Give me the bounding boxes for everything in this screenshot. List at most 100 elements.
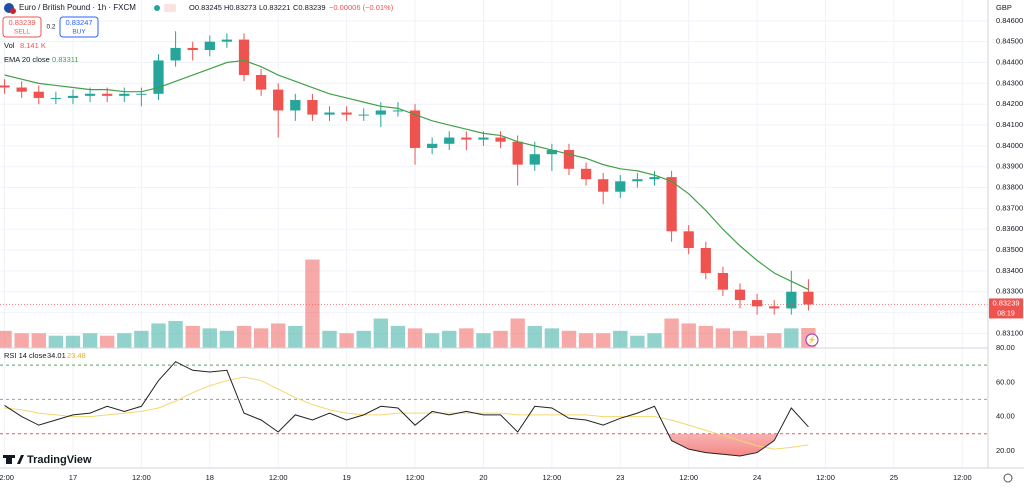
symbol-title: Euro / British Pound · 1h · FXCM (19, 3, 136, 12)
candle-body (683, 231, 694, 248)
y-tick-label: 0.83800 (996, 183, 1023, 192)
candle-body (598, 179, 609, 192)
y-tick-label: 0.83100 (996, 328, 1023, 337)
volume-bar (476, 333, 491, 348)
y-tick-label: 0.84400 (996, 57, 1023, 66)
volume-legend: Vol (4, 41, 15, 50)
price-tag-label: 0.83239 (992, 298, 1019, 307)
volume-bar (442, 330, 457, 348)
volume-bar (305, 259, 320, 348)
y-tick-label: 0.84600 (996, 16, 1023, 25)
volume-bar (459, 328, 474, 348)
settings-icon[interactable] (1003, 473, 1013, 483)
candle-body (204, 41, 215, 51)
volume-bar (339, 333, 354, 348)
volume-bar (784, 328, 799, 348)
candle-body (290, 100, 301, 111)
y-tick-label: 0.84200 (996, 99, 1023, 108)
sell-label: SELL (14, 29, 30, 36)
volume-bar (613, 330, 628, 348)
volume-bar (493, 330, 508, 348)
x-tick-label: 24 (753, 473, 761, 482)
candle-body (238, 39, 250, 76)
volume-bar (134, 330, 149, 348)
sell-button[interactable] (2, 16, 42, 38)
candle-body (153, 60, 164, 94)
candle-body (649, 177, 660, 180)
candle-body (136, 93, 147, 95)
logo-mark (6, 455, 12, 464)
candle-body (444, 137, 455, 144)
volume-bar (219, 330, 235, 348)
volume-bar (527, 325, 542, 348)
status-badge (164, 4, 176, 12)
buy-price: 0.83247 (65, 18, 92, 27)
volume-bar (0, 330, 12, 348)
buy-button[interactable] (59, 16, 99, 38)
volume-bar (48, 335, 64, 348)
volume-bar (407, 328, 423, 348)
y-tick-label: 0.83300 (996, 287, 1023, 296)
x-tick-label: 20 (479, 473, 487, 482)
candle-body (33, 91, 44, 98)
candle-body (786, 291, 797, 309)
buy-label: BUY (72, 29, 86, 36)
volume-bar (82, 333, 98, 348)
countdown: 08:19 (997, 310, 1015, 317)
x-tick-label: 12:00 (132, 473, 151, 482)
y-tick-label: 0.84500 (996, 37, 1023, 46)
candle-body (375, 110, 386, 115)
candle-body (495, 137, 506, 142)
volume-bar (510, 318, 525, 348)
volume-bar (647, 333, 662, 348)
ema-line (4, 59, 809, 290)
y-tick-label: 20.00 (996, 446, 1015, 455)
volume-bar (185, 325, 200, 348)
volume-bar (578, 333, 594, 348)
candle-body (563, 150, 575, 169)
volume-bar (117, 333, 132, 348)
volume-bar (99, 335, 115, 348)
volume-bar (271, 323, 286, 348)
volume-bar (322, 330, 337, 348)
volume-bar (595, 333, 611, 348)
volume-bar (31, 333, 46, 348)
volume-bar (288, 325, 303, 348)
candle-body (50, 97, 62, 99)
event-icon-glyph: ⚡ (808, 335, 817, 344)
candle-body (358, 114, 369, 116)
volume-bar (544, 328, 560, 348)
candle-body (102, 93, 113, 96)
candle-body (478, 137, 489, 140)
candle-body (341, 112, 352, 115)
ema-legend-value: 0.83311 (52, 55, 79, 64)
y-tick-label: 60.00 (996, 377, 1015, 386)
volume-bar (424, 333, 440, 348)
volume-bar (698, 325, 713, 348)
open-value: O0.83245 (189, 3, 222, 12)
candle-body (700, 247, 711, 273)
low-value: L0.83221 (259, 3, 290, 12)
volume-bar (65, 335, 81, 348)
candle-body (529, 154, 540, 165)
candle-body (546, 150, 557, 155)
x-tick-label: 12:00 (406, 473, 425, 482)
y-tick-label: 0.84100 (996, 120, 1023, 129)
candle-body (615, 181, 626, 192)
candle-body (187, 47, 198, 51)
x-tick-label: 12:00 (542, 473, 561, 482)
candle-body (273, 89, 284, 111)
rsi-legend: RSI 14 close (4, 351, 47, 360)
candle-body (392, 110, 404, 112)
event-icon[interactable] (805, 333, 819, 347)
volume-bar (390, 325, 406, 348)
candle-body (324, 112, 335, 115)
candle-body (769, 306, 780, 309)
candle-body (717, 272, 729, 290)
candle-body (632, 179, 643, 182)
y-tick-label: 0.83500 (996, 245, 1023, 254)
volume-bar (373, 318, 389, 348)
volume-legend-value: 8.141 K (20, 41, 46, 50)
candle-body (461, 137, 472, 140)
candle-body (734, 289, 746, 301)
